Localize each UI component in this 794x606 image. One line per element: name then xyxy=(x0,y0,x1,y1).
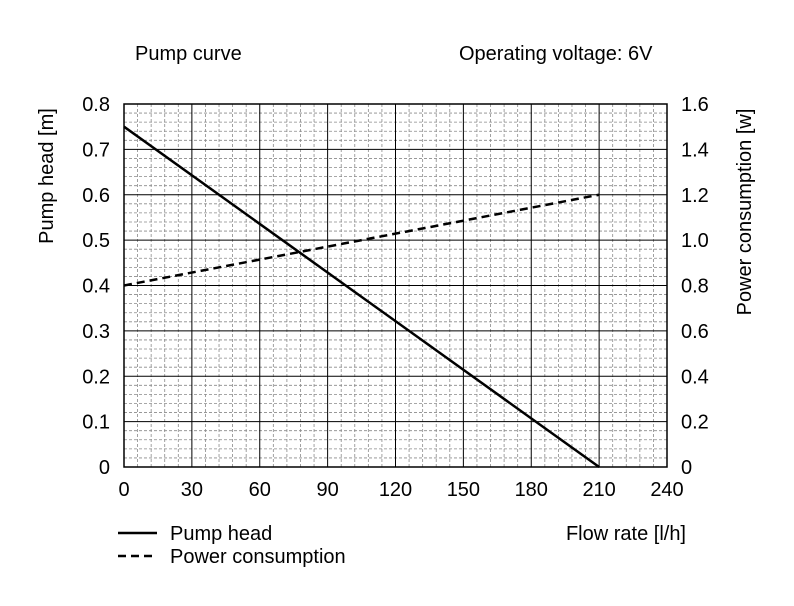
legend-label-pump-head: Pump head xyxy=(170,523,272,545)
y-tick-label: 0.2 xyxy=(82,366,110,388)
x-axis-label: Flow rate [l/h] xyxy=(566,523,686,545)
y2-tick-label: 0.8 xyxy=(681,276,709,298)
y2-tick-label: 0.2 xyxy=(681,412,709,434)
x-tick-label: 30 xyxy=(181,479,203,501)
x-tick-label: 120 xyxy=(379,479,412,501)
y-axis-label: Pump head [m] xyxy=(36,108,58,244)
x-tick-label: 210 xyxy=(582,479,615,501)
legend-label-power-consumption: Power consumption xyxy=(170,546,346,568)
x-tick-label: 180 xyxy=(515,479,548,501)
y-tick-label: 0.7 xyxy=(82,139,110,161)
y-tick-label: 0.5 xyxy=(82,230,110,252)
grid-major xyxy=(124,104,667,467)
y-tick-label: 0.6 xyxy=(82,185,110,207)
tick-labels: 0 30 60 90 120 150 180 210 24000.10.20.30.40.50.… xyxy=(82,94,709,501)
x-tick-label: 90 xyxy=(317,479,339,501)
y2-tick-label: 0.6 xyxy=(681,321,709,343)
y2-tick-label: 0 xyxy=(681,457,692,479)
y-tick-label: 0.3 xyxy=(82,321,110,343)
x-tick-label: 60 xyxy=(249,479,271,501)
y-tick-label: 0 xyxy=(99,457,110,479)
y2-tick-label: 1.2 xyxy=(681,185,709,207)
y-tick-label: 0.8 xyxy=(82,94,110,116)
x-tick-label: 0 xyxy=(118,479,129,501)
y2-axis-label: Power consumption [w] xyxy=(734,109,756,316)
y2-tick-label: 1.0 xyxy=(681,230,709,252)
x-tick-label: 150 xyxy=(447,479,480,501)
y2-tick-label: 1.4 xyxy=(681,139,709,161)
y2-tick-label: 1.6 xyxy=(681,94,709,116)
legend: Pump head Power consumption xyxy=(118,523,346,568)
series-line-power-consumption xyxy=(123,193,600,287)
y-tick-label: 0.1 xyxy=(82,412,110,434)
chart-title: Pump curve xyxy=(135,43,242,65)
y-tick-label: 0.4 xyxy=(82,276,110,298)
chart-subtitle: Operating voltage: 6V xyxy=(459,43,653,65)
x-tick-label: 240 xyxy=(650,479,683,501)
y2-tick-label: 0.4 xyxy=(681,366,709,388)
series-line-pump-head xyxy=(123,125,600,469)
series-layer xyxy=(123,125,600,469)
